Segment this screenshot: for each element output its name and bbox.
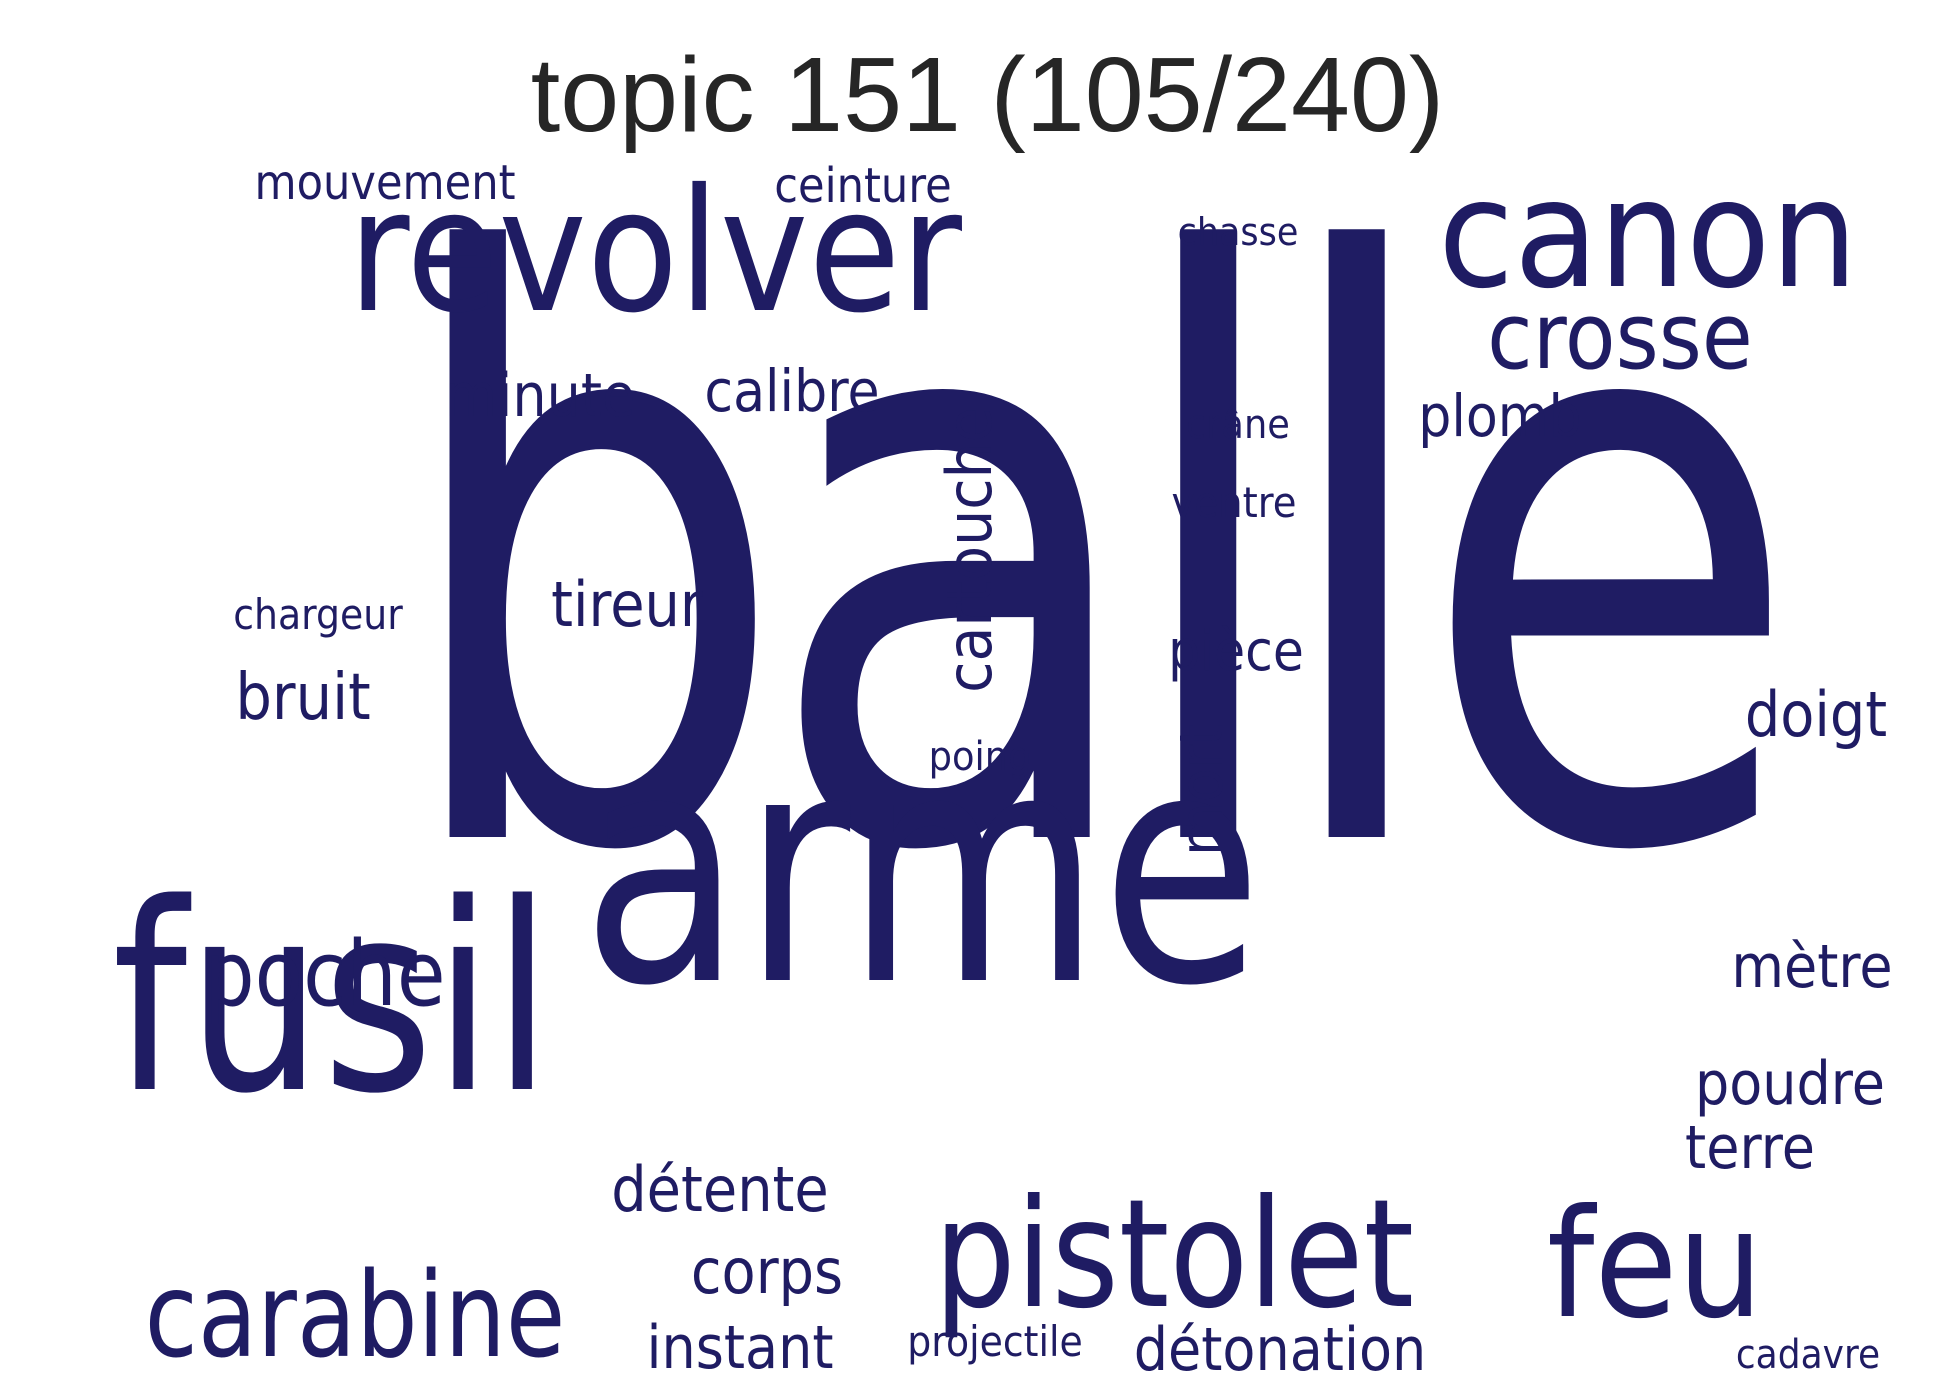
word-balle: balle	[392, 94, 1802, 1026]
word-detente: détente	[611, 1153, 829, 1226]
word-feu: feu	[1546, 1178, 1764, 1352]
word-cartouche: cartouche	[933, 407, 1006, 693]
word-carabine: carabine	[144, 1246, 566, 1384]
word-tireur: tireur	[551, 568, 703, 641]
word-crosse: crosse	[1487, 283, 1753, 390]
word-corps: corps	[690, 1235, 844, 1308]
word-pistolet: pistolet	[933, 1168, 1415, 1342]
word-instant: instant	[646, 1313, 834, 1383]
word-crane: crâne	[1186, 402, 1290, 448]
word-arme: arme	[581, 684, 1263, 1056]
word-minute: minute	[444, 361, 636, 431]
word-terre: terre	[1685, 1113, 1815, 1183]
word-bruit: bruit	[235, 661, 371, 735]
word-metre: mètre	[1731, 932, 1893, 1002]
word-mort: mort	[1167, 724, 1237, 856]
cloud-title: topic 151 (105/240)	[530, 36, 1445, 154]
word-ceinture: ceinture	[774, 158, 952, 214]
word-revolver: revolver	[348, 153, 962, 351]
word-doigt: doigt	[1744, 678, 1888, 751]
word-piece: pièce	[1168, 619, 1304, 684]
word-poing: poing	[928, 734, 1032, 780]
word-detonation: détonation	[1133, 1315, 1427, 1385]
word-mouvement: mouvement	[254, 155, 516, 211]
word-plomb: plomb	[1418, 382, 1582, 450]
word-poudre: poudre	[1694, 1049, 1886, 1119]
word-ventre: ventre	[1171, 478, 1297, 527]
word-fusil: fusil	[112, 849, 552, 1151]
word-chasse: chasse	[1177, 210, 1299, 254]
word-poche: poche	[204, 922, 446, 1027]
word-chargeur: chargeur	[233, 590, 403, 639]
word-cadavre: cadavre	[1735, 1332, 1881, 1378]
word-canon: canon	[1438, 148, 1858, 322]
word-projectile: projectile	[907, 1317, 1083, 1366]
word-calibre: calibre	[704, 357, 880, 425]
